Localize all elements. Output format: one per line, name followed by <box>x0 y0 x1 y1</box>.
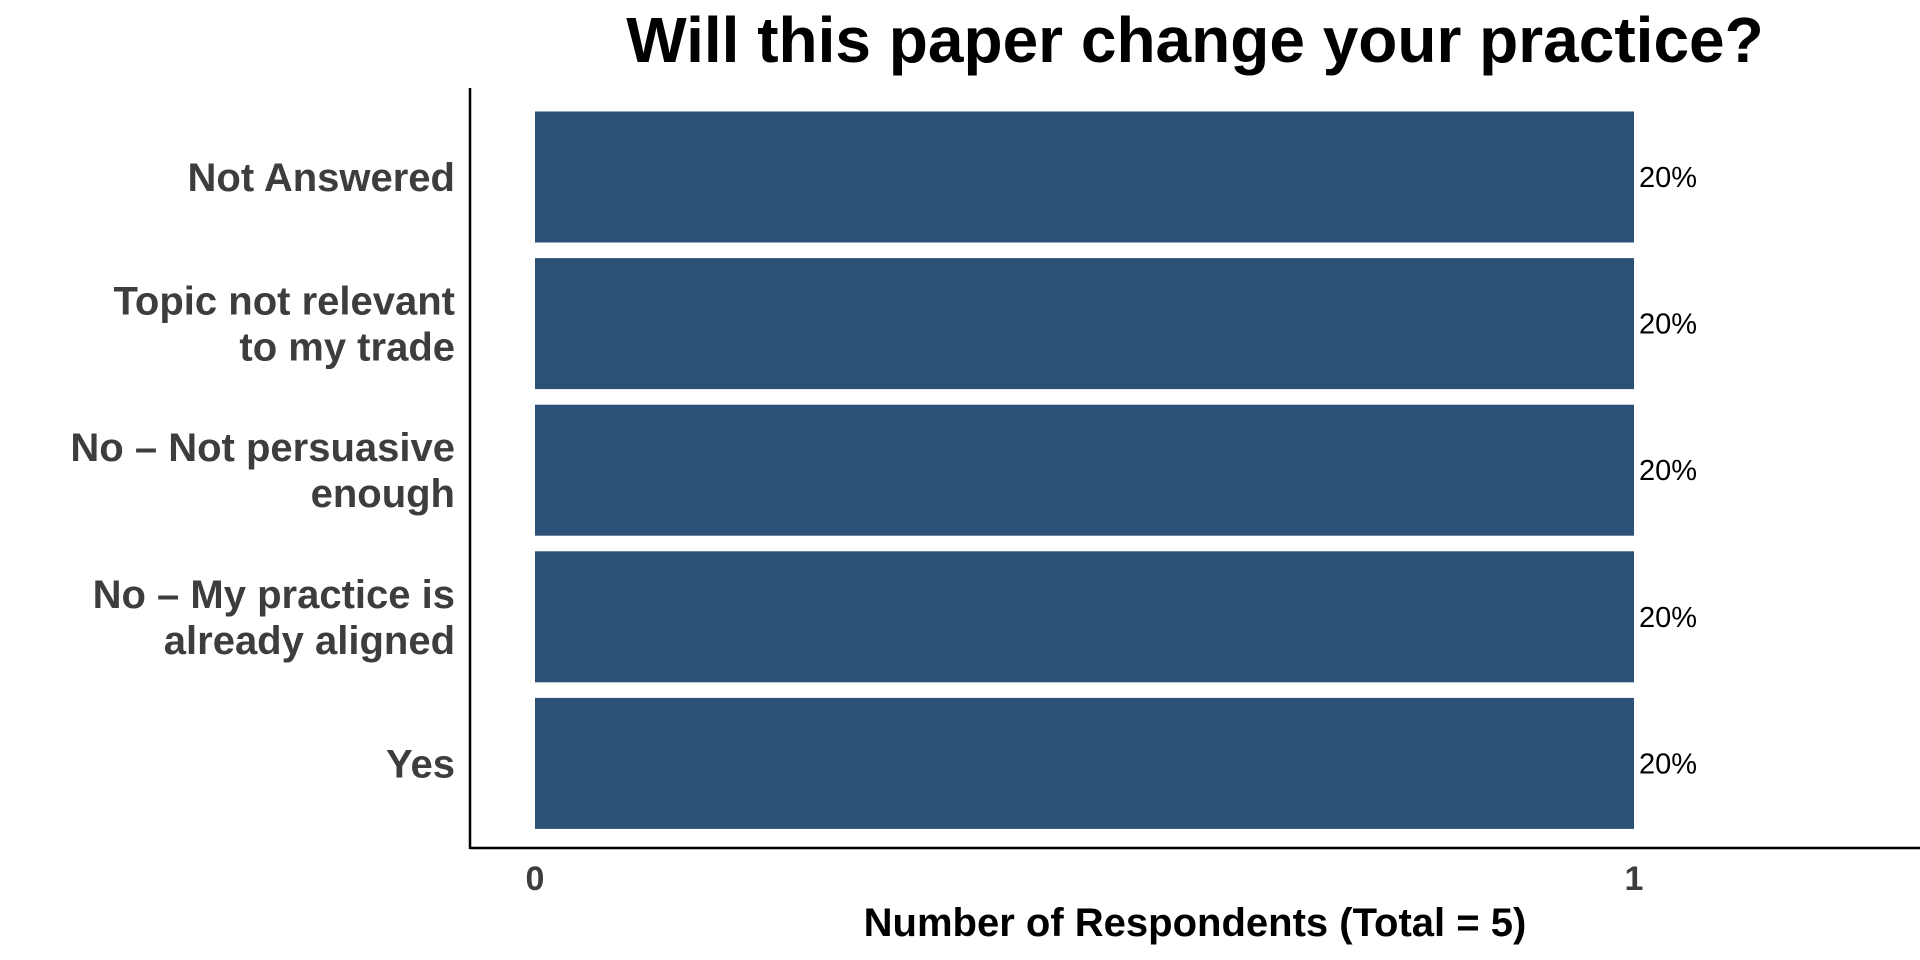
chart-title: Will this paper change your practice? <box>626 4 1763 76</box>
bar-3 <box>535 551 1634 683</box>
data-label-0: 20% <box>1639 162 1697 194</box>
category-label-3-line-1: already aligned <box>164 619 455 663</box>
bar-0 <box>535 111 1634 243</box>
data-label-3: 20% <box>1639 602 1697 634</box>
x-tick-label-0: 0 <box>526 860 545 898</box>
data-label-2: 20% <box>1639 455 1697 487</box>
category-label-3-line-0: No – My practice is <box>93 573 455 617</box>
bar-2 <box>535 404 1634 536</box>
category-label-0-line-0: Not Answered <box>188 156 455 200</box>
category-label-2-line-1: enough <box>311 472 455 516</box>
data-labels-group: 20% 20% 20% 20% 20% <box>1639 162 1697 780</box>
category-label-4-line-0: Yes <box>386 742 455 786</box>
category-label-2-line-0: No – Not persuasive <box>70 426 455 470</box>
category-label-1-line-0: Topic not relevant <box>113 280 455 324</box>
data-label-4: 20% <box>1639 748 1697 780</box>
data-label-1: 20% <box>1639 309 1697 341</box>
category-label-1-line-1: to my trade <box>239 326 455 370</box>
x-tick-label-1: 1 <box>1625 860 1644 898</box>
bar-1 <box>535 258 1634 390</box>
bar-4 <box>535 697 1634 829</box>
x-axis-label: Number of Respondents (Total = 5) <box>864 901 1527 945</box>
bars-group <box>535 111 1634 829</box>
